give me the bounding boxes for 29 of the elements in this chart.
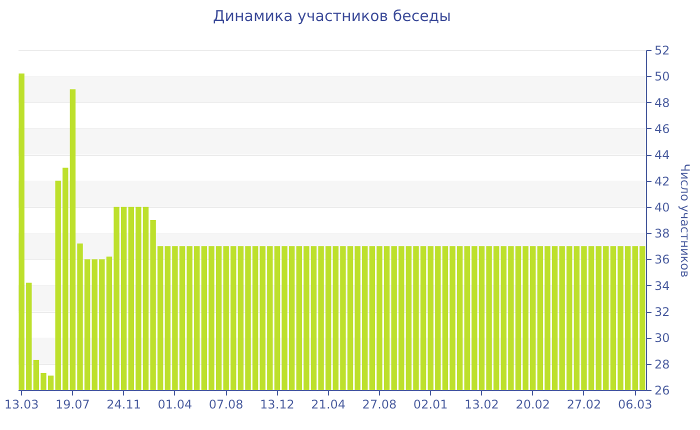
y-tick-label: 46 — [654, 122, 670, 136]
chart-title: Динамика участников беседы — [212, 7, 452, 25]
y-tick-label: 40 — [654, 200, 670, 214]
y-tick-label: 48 — [654, 96, 670, 110]
x-tick-label: 19.07 — [56, 398, 90, 412]
y-axis-title: Число участников — [678, 164, 692, 278]
y-tick-label: 32 — [654, 305, 670, 320]
x-tick-label: 13.03 — [4, 398, 39, 412]
y-tick-label: 30 — [654, 331, 670, 346]
y-tick-label: 26 — [654, 384, 670, 398]
y-tick-label: 42 — [654, 174, 670, 188]
y-tick-label: 50 — [654, 70, 670, 84]
y-tick-label: 36 — [654, 252, 670, 267]
x-tick-label: 27.08 — [362, 398, 397, 412]
x-tick-label: 24.11 — [106, 398, 142, 412]
y-tick-label: 34 — [654, 278, 670, 293]
x-tick-label: 21.04 — [311, 398, 346, 412]
x-tick-label: 13.12 — [260, 398, 294, 412]
y-tick-label: 28 — [654, 357, 670, 372]
x-tick-label: 01.04 — [158, 398, 192, 412]
x-tick-label: 20.02 — [516, 398, 550, 412]
y-tick-label: 44 — [654, 148, 670, 162]
x-tick-label: 07.08 — [208, 398, 244, 412]
y-tick-label: 52 — [654, 44, 670, 58]
x-tick-label: 27.02 — [566, 398, 602, 412]
x-tick-label: 13.02 — [464, 398, 499, 412]
x-tick-label: 06.03 — [618, 398, 652, 412]
y-tick-label: 38 — [654, 226, 670, 241]
x-tick-label: 02.01 — [413, 398, 448, 412]
